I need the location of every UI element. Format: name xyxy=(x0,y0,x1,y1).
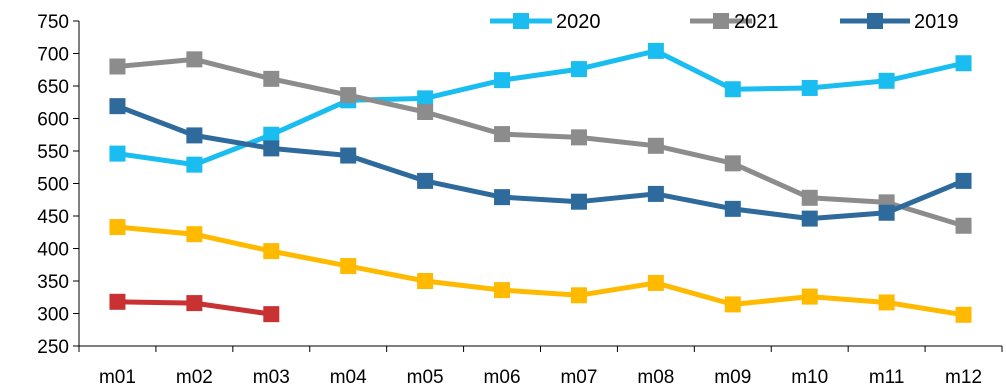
x-tick-label: m03 xyxy=(253,367,290,387)
data-point xyxy=(109,293,126,310)
data-point xyxy=(263,140,280,157)
legend-label: 2020 xyxy=(556,11,601,33)
chart-axes: 250 300 350 400 450 500 550 600 650 700 750 m01 m02 m… xyxy=(37,12,1003,387)
data-point xyxy=(186,127,203,144)
data-point xyxy=(186,156,203,173)
legend-item-2020: 2020 xyxy=(490,11,601,33)
data-point xyxy=(494,282,511,299)
data-point xyxy=(263,243,280,260)
data-point xyxy=(494,189,511,206)
data-point xyxy=(109,98,126,115)
data-point xyxy=(494,72,511,89)
y-tick-label: 250 xyxy=(37,337,69,358)
series-unnamed-4 xyxy=(109,293,280,323)
data-point xyxy=(109,219,126,236)
series-line xyxy=(117,224,964,318)
y-tick-label: 500 xyxy=(37,175,69,196)
legend-swatch-marker xyxy=(867,13,883,29)
data-point xyxy=(724,155,741,172)
data-point xyxy=(955,55,972,72)
x-tick-label: m05 xyxy=(407,367,444,387)
data-point xyxy=(955,217,972,234)
data-point xyxy=(263,70,280,87)
data-point xyxy=(647,185,664,202)
x-tick-label: m09 xyxy=(714,367,751,387)
y-tick-label: 550 xyxy=(37,142,69,163)
data-point xyxy=(955,172,972,189)
data-point xyxy=(801,79,818,96)
data-point xyxy=(340,87,357,104)
x-tick-label: m10 xyxy=(791,367,828,387)
legend: 2020 2021 2019 xyxy=(490,11,959,33)
x-tick-label: m02 xyxy=(176,367,213,387)
x-tick-label: m01 xyxy=(99,367,136,387)
y-tick-label: 750 xyxy=(37,12,69,33)
data-point xyxy=(878,204,895,221)
series-line xyxy=(117,48,965,168)
y-tick-label: 300 xyxy=(37,305,69,326)
series-line xyxy=(116,103,965,222)
x-tick-label: m11 xyxy=(869,367,905,387)
data-point xyxy=(186,51,203,68)
data-point xyxy=(647,42,664,59)
y-tick-label: 400 xyxy=(37,240,69,261)
data-point xyxy=(647,274,664,291)
data-point xyxy=(186,295,203,312)
data-point xyxy=(340,258,357,275)
series-2019 xyxy=(109,98,972,227)
y-tick-label: 700 xyxy=(37,45,69,66)
legend-swatch-marker xyxy=(513,13,529,29)
data-point xyxy=(417,104,434,120)
y-tick-label: 600 xyxy=(37,110,69,131)
series-unnamed-3 xyxy=(109,219,972,323)
y-tick-label: 450 xyxy=(37,207,69,228)
data-point xyxy=(801,210,818,227)
legend-label: 2021 xyxy=(734,11,779,33)
data-point xyxy=(263,126,280,143)
legend-item-2019: 2019 xyxy=(840,11,959,33)
legend-swatch-marker xyxy=(713,13,729,29)
x-tick-label: m04 xyxy=(330,367,367,387)
data-point xyxy=(186,226,203,243)
data-point xyxy=(647,137,664,154)
data-point xyxy=(955,306,972,323)
data-point xyxy=(494,126,511,143)
series-line xyxy=(117,56,965,229)
data-point xyxy=(878,72,895,89)
data-point xyxy=(801,189,818,206)
data-point xyxy=(570,61,587,78)
x-tick-label: m12 xyxy=(945,367,982,387)
data-point xyxy=(417,172,434,189)
x-tick-label: m06 xyxy=(484,367,521,387)
data-point xyxy=(724,81,741,98)
data-point xyxy=(570,193,587,210)
data-point xyxy=(878,294,895,311)
series-2021 xyxy=(109,51,972,234)
data-point xyxy=(417,90,434,107)
data-point xyxy=(724,200,741,217)
series-2020 xyxy=(109,42,972,173)
x-tick-label: m08 xyxy=(637,367,674,387)
data-point xyxy=(724,296,741,313)
data-point xyxy=(570,287,587,304)
data-point xyxy=(570,129,587,146)
legend-label: 2019 xyxy=(914,11,959,33)
data-point xyxy=(801,288,818,305)
series-layer xyxy=(109,42,972,323)
data-point xyxy=(109,145,126,162)
x-tick-label: m07 xyxy=(560,367,597,387)
y-tick-label: 350 xyxy=(37,272,69,293)
y-tick-label: 650 xyxy=(37,77,69,98)
data-point xyxy=(263,306,280,323)
data-point xyxy=(417,273,434,289)
data-point xyxy=(109,58,126,75)
data-point xyxy=(340,147,357,164)
legend-item-2021: 2021 xyxy=(690,11,779,33)
